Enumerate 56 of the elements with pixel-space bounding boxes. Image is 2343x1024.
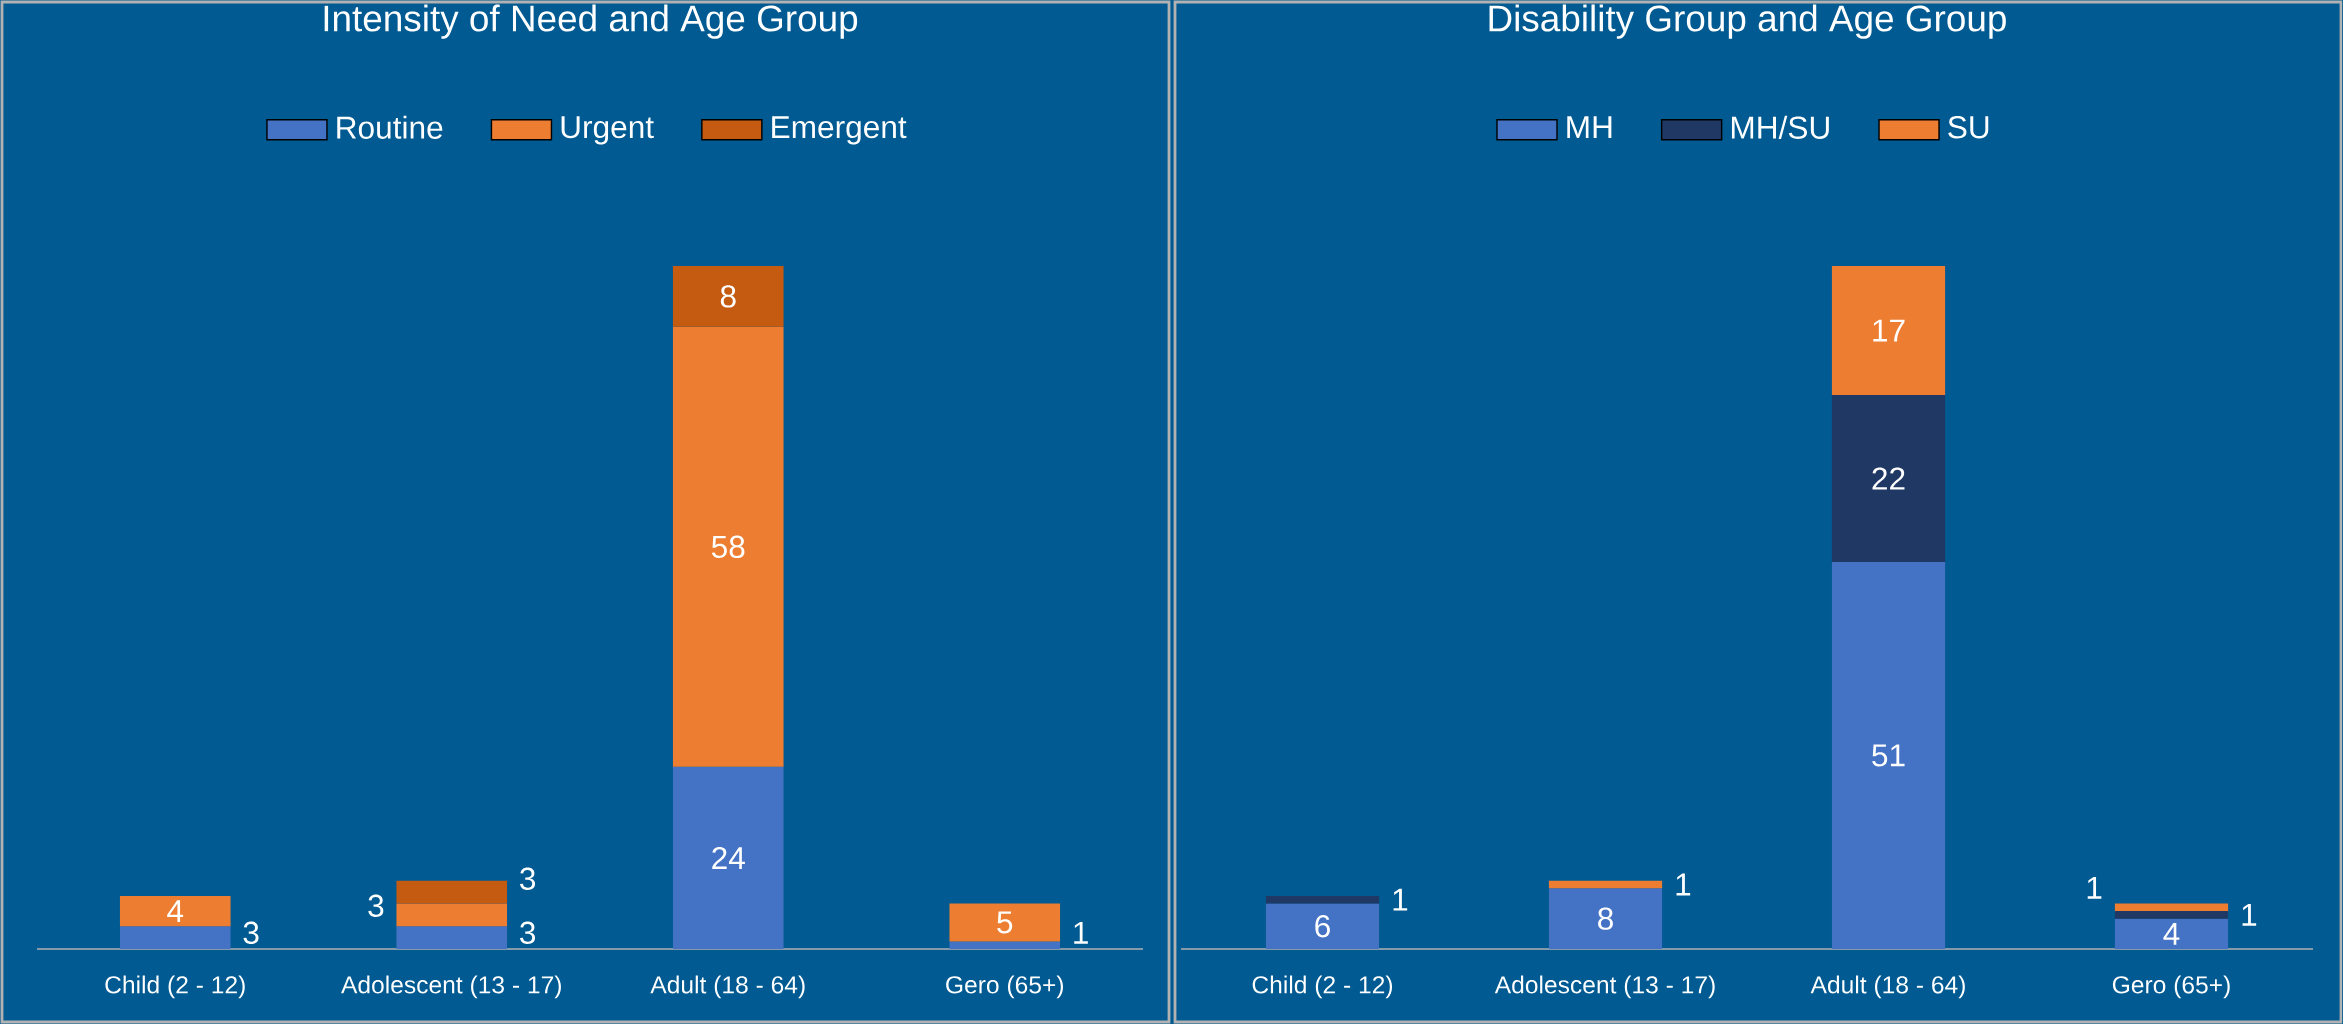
x-tick-label: Child (2 - 12) (1252, 975, 1393, 999)
data-label: 3 (520, 921, 536, 945)
data-label: 3 (243, 921, 259, 945)
data-label: 1 (1074, 921, 1088, 944)
bar (119, 926, 231, 950)
bar (672, 266, 784, 327)
bar (2114, 911, 2229, 919)
data-label: 17 (1873, 319, 1905, 342)
bar (949, 941, 1061, 950)
data-label: 8 (720, 285, 736, 308)
legend-label: Urgent (561, 116, 654, 145)
data-label: 5 (997, 911, 1013, 934)
bar (1831, 561, 1946, 950)
bar (2114, 918, 2229, 950)
bar (1831, 395, 1946, 562)
legend-label: Emergent (772, 116, 907, 145)
data-label: 58 (711, 535, 745, 559)
data-label: 6 (1315, 915, 1330, 938)
bar (1548, 880, 1663, 889)
data-label: 4 (2163, 922, 2180, 945)
data-label: 1 (1393, 888, 1408, 911)
x-tick-label: Adult (18 - 64) (1810, 975, 1965, 999)
bar (1265, 903, 1380, 950)
legend-label: SU (1948, 116, 1989, 139)
data-label: 1 (1676, 873, 1691, 896)
data-label: 8 (1598, 907, 1613, 930)
bar (1548, 888, 1663, 950)
legend-label: MH (1567, 116, 1612, 138)
data-label: 3 (368, 894, 384, 918)
legend-label: MH/SU (1731, 115, 1829, 139)
x-tick-label: Gero (65+) (946, 975, 1064, 999)
data-label: 51 (1872, 744, 1905, 767)
data-label: 1 (2087, 876, 2102, 899)
data-label: 22 (1872, 467, 1905, 490)
chart-title: Intensity of Need and Age Group (324, 4, 858, 39)
legend-label: Routine (337, 115, 443, 139)
data-label: 4 (167, 900, 184, 922)
bar (672, 326, 784, 767)
data-label: 24 (712, 846, 745, 869)
data-label: 1 (2242, 903, 2257, 926)
x-tick-label: Adolescent (13 - 17) (1494, 975, 1715, 999)
bar (396, 903, 508, 927)
bar (396, 926, 508, 950)
bar (672, 766, 784, 950)
bar (2114, 903, 2229, 912)
x-tick-label: Adolescent (13 - 17) (341, 975, 561, 999)
chart-title: Disability Group and Age Group (1489, 4, 2006, 39)
data-label: 3 (520, 867, 536, 891)
bar (1831, 266, 1946, 396)
x-tick-label: Gero (65+) (2112, 975, 2230, 999)
x-tick-label: Adult (18 - 64) (650, 975, 805, 999)
x-tick-label: Child (2 - 12) (105, 975, 245, 999)
bar (396, 880, 508, 904)
bar (119, 895, 231, 927)
bar (949, 903, 1061, 942)
bar (1265, 895, 1380, 904)
